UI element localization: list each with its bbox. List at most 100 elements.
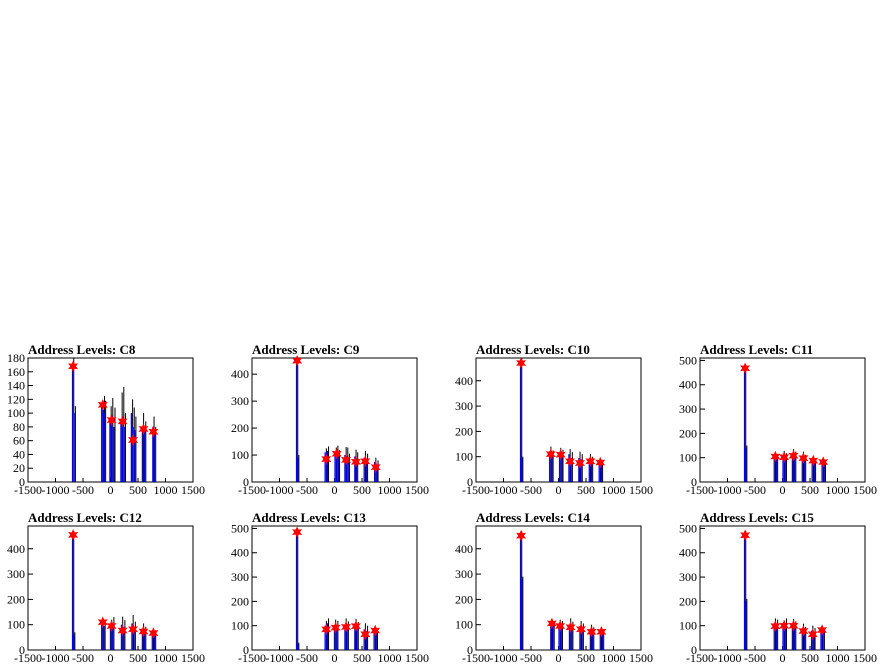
y-tick-label: 200 [231,594,249,608]
peak-marker [817,624,828,636]
peak-marker [68,529,79,541]
peak-marker [779,451,790,463]
peak-marker [740,362,751,374]
x-tick-label: -1000 [714,651,742,665]
peak-marker [360,455,371,467]
x-tick-label: 500 [353,483,371,497]
peak-marker [770,450,781,463]
x-tick-label: 500 [801,483,819,497]
chart-title: Address Levels: C15 [700,510,814,525]
peak-marker [586,626,597,638]
y-tick-label: 300 [231,394,249,408]
chart-panel-2: Address Levels: C9-1500 -1000 -500 0 500 1000… [231,342,429,497]
y-tick-label: 100 [231,448,249,462]
y-tick-label: 200 [7,592,25,606]
y-tick-label: 300 [7,567,25,581]
chart-title: Address Levels: C13 [252,510,366,525]
x-tick-label: -1500 [14,483,42,497]
y-tick-label: 0 [19,475,25,489]
peak-marker [370,624,381,637]
x-tick-label: -1500 [462,483,490,497]
peak-marker [106,620,117,632]
peak-marker [516,357,527,369]
y-tick-label: 180 [7,351,25,365]
peak-marker [292,354,303,367]
y-tick-label: 100 [679,619,697,633]
y-tick-label: 0 [467,475,473,489]
peak-marker [97,399,108,411]
x-tick-label: 1500 [405,483,429,497]
x-tick-label: 0 [780,483,786,497]
chart-panel-7: Address Levels: C14 -1500 -1000 -500 0 500 100… [455,510,653,665]
y-tick-label: 0 [467,643,473,657]
peak-marker [128,623,139,635]
x-tick-label: -1000 [490,651,518,665]
x-tick-label: 1000 [602,483,626,497]
y-tick-label: 500 [679,521,697,535]
peak-marker [770,620,781,632]
x-tick-label: -1500 [14,651,42,665]
y-tick-label: 160 [7,365,25,379]
peak-marker [350,456,361,468]
x-tick-label: 500 [577,651,595,665]
peak-marker [97,616,108,628]
chart-panel-4: Address Levels: C11 -1500 -1000 -500 0 500 100… [679,342,877,497]
x-tick-label: 500 [129,483,147,497]
peak-marker [798,452,809,464]
y-tick-label: 500 [231,521,249,535]
x-tick-label: 1000 [826,483,850,497]
y-tick-label: 100 [7,406,25,420]
x-tick-label: 500 [129,651,147,665]
y-tick-label: 100 [231,619,249,633]
y-tick-label: 400 [679,546,697,560]
peak-marker [341,454,352,466]
x-tick-label: 1500 [181,651,205,665]
peak-marker [292,526,303,538]
peak-marker [779,619,790,632]
peak-marker [138,625,149,638]
peak-marker [138,423,149,435]
peak-marker [360,628,371,640]
peak-marker [595,456,606,469]
x-tick-label: 1000 [826,651,850,665]
x-tick-label: -500 [72,483,94,497]
y-tick-label: 0 [691,475,697,489]
y-tick-label: 500 [679,353,697,367]
x-tick-label: 0 [556,651,562,665]
x-tick-label: -1000 [42,651,70,665]
peak-marker [788,449,799,462]
peak-marker [516,529,527,542]
x-tick-label: 1000 [154,651,178,665]
x-tick-label: 1500 [629,651,653,665]
x-tick-label: -1500 [238,483,266,497]
y-tick-label: 300 [455,399,473,413]
peak-marker [330,621,341,634]
y-tick-label: 400 [7,542,25,556]
x-tick-label: 1500 [853,483,877,497]
x-tick-label: 1500 [405,651,429,665]
chart-title: Address Levels: C14 [476,510,590,525]
x-tick-label: 500 [801,651,819,665]
peak-marker [68,360,79,373]
peak-marker [128,434,139,446]
y-tick-label: 140 [7,379,25,393]
chart-panel-3: Address Levels: C10 -1500 -1000 -500 0 500 100… [455,342,653,497]
chart-title: Address Levels: C11 [700,342,813,357]
y-tick-label: 300 [455,567,473,581]
x-tick-label: -500 [296,651,318,665]
peak-marker [596,626,607,638]
x-tick-label: 1000 [602,651,626,665]
y-tick-label: 40 [13,447,25,461]
peak-marker [106,414,117,426]
x-tick-label: 1500 [181,483,205,497]
y-tick-label: 80 [13,420,25,434]
peak-marker [576,623,587,635]
x-tick-label: 1000 [378,651,402,665]
x-tick-label: 1500 [629,483,653,497]
y-tick-label: 300 [679,402,697,416]
x-tick-label: 1000 [154,483,178,497]
y-tick-label: 200 [455,424,473,438]
peak-marker [807,628,818,640]
peak-marker [148,627,159,639]
